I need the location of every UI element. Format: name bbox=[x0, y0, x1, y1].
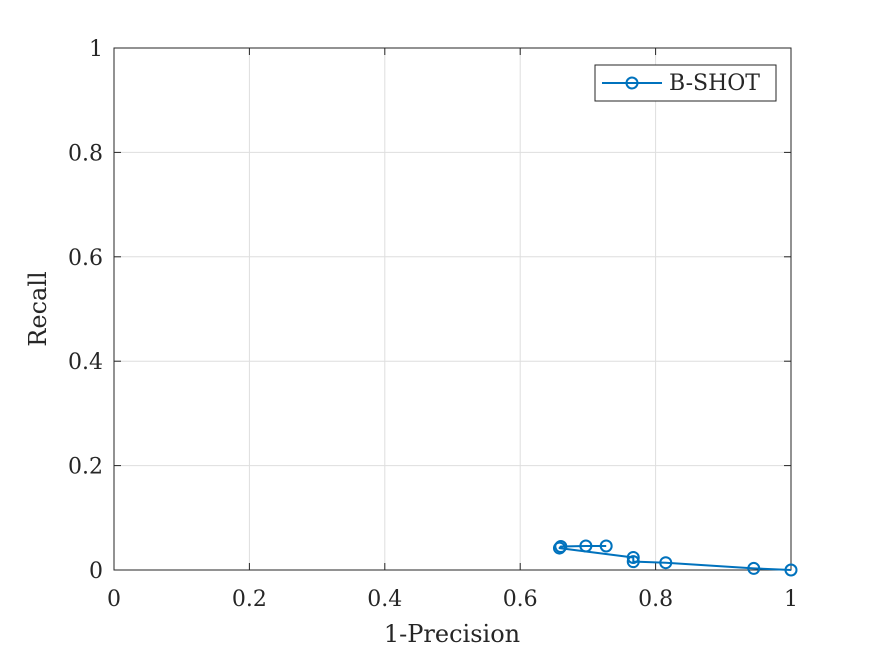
data-point bbox=[552, 541, 566, 555]
x-tick-label: 0.8 bbox=[638, 587, 673, 612]
data-point bbox=[579, 539, 593, 553]
x-tick-label: 0.6 bbox=[503, 587, 538, 612]
legend-label-b-shot: B-SHOT bbox=[669, 71, 760, 96]
legend: B-SHOT bbox=[594, 64, 777, 102]
plot-area-frame bbox=[113, 47, 792, 571]
y-axis-label: Recall bbox=[24, 271, 52, 346]
y-tick-label: 0.4 bbox=[68, 350, 103, 375]
x-axis-label: 1-Precision bbox=[384, 620, 520, 648]
data-point bbox=[659, 556, 673, 570]
data-point bbox=[784, 563, 798, 577]
y-tick-label: 1 bbox=[89, 37, 103, 62]
y-tick-label: 0 bbox=[89, 559, 103, 584]
y-tick-label: 0.2 bbox=[68, 455, 103, 480]
grid-layer bbox=[114, 48, 791, 570]
x-tick-label: 1 bbox=[784, 587, 798, 612]
x-tick-label: 0.2 bbox=[232, 587, 267, 612]
data-point bbox=[747, 561, 761, 575]
y-tick-label: 0.8 bbox=[68, 141, 103, 166]
x-tick-label: 0.4 bbox=[367, 587, 402, 612]
series-line-b-shot bbox=[558, 545, 792, 571]
y-tick-label: 0.6 bbox=[68, 246, 103, 271]
data-point bbox=[599, 539, 613, 553]
x-tick-label: 0 bbox=[107, 587, 121, 612]
tick-layer: 0 0.2 0.4 0.6 0.8 1 0 0.2 0.4 0.6 0.8 1 bbox=[68, 37, 798, 612]
data-point bbox=[554, 540, 568, 554]
data-point bbox=[626, 555, 640, 569]
legend-marker-circle bbox=[625, 76, 639, 90]
data-point bbox=[626, 550, 640, 564]
series-layer bbox=[552, 539, 798, 577]
